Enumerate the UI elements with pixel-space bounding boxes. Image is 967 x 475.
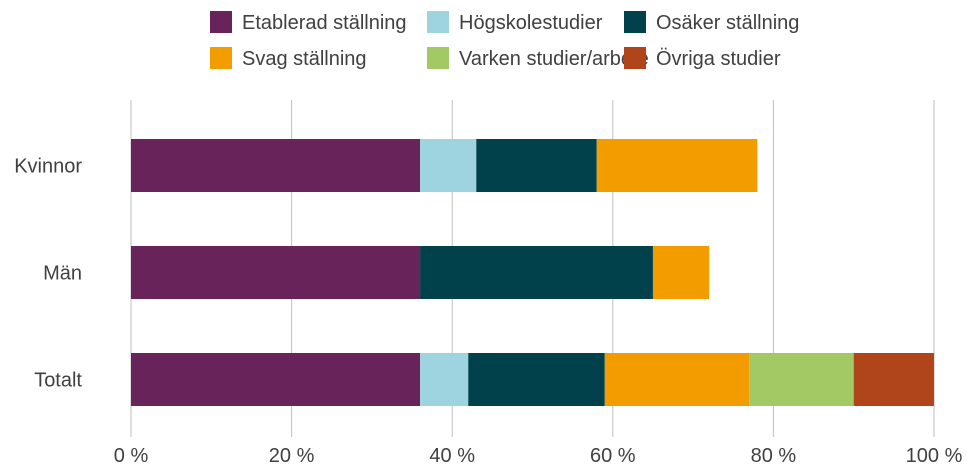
legend-label-osaker-stallning: Osäker ställning	[656, 12, 799, 34]
bar-totalt-hogskolestudier	[420, 353, 469, 406]
bar-man-svag-stallning	[652, 246, 710, 299]
y-category-label-man: Män	[43, 263, 82, 285]
bar-totalt-osaker-stallning	[468, 353, 605, 406]
bar-kvinnor-svag-stallning	[596, 139, 758, 192]
bar-totalt-etablerad-stallning	[131, 353, 421, 406]
x-tick-label: 80 %	[751, 445, 797, 467]
legend-label-etablerad-stallning: Etablerad ställning	[242, 12, 407, 34]
legend-label-svag-stallning: Svag ställning	[242, 48, 367, 70]
y-category-label-kvinnor: Kvinnor	[14, 156, 82, 178]
bar-totalt-ovriga-studier	[853, 353, 934, 406]
legend-swatch-etablerad-stallning	[210, 11, 232, 33]
y-category-label-totalt: Totalt	[34, 370, 82, 392]
legend-label-ovriga-studier: Övriga studier	[656, 48, 781, 70]
legend-swatch-hogskolestudier	[427, 11, 449, 33]
bar-kvinnor-etablerad-stallning	[131, 139, 421, 192]
bars	[131, 139, 934, 406]
bar-totalt-varken-studier-arbete	[749, 353, 854, 406]
legend-swatch-svag-stallning	[210, 47, 232, 69]
x-tick-label: 0 %	[114, 445, 149, 467]
x-tick-label: 60 %	[590, 445, 636, 467]
legend-label-varken-studier-arbete: Varken studier/arbete	[459, 48, 649, 70]
legend: Etablerad ställning Högskolestudier Osäker…	[210, 11, 799, 70]
legend-swatch-ovriga-studier	[624, 47, 646, 69]
legend-swatch-varken-studier-arbete	[427, 47, 449, 69]
bar-man-etablerad-stallning	[131, 246, 421, 299]
axes: 0 % 20 % 40 % 60 % 80 % 100 % Kvinnor Män Totalt	[14, 156, 962, 468]
bar-kvinnor-hogskolestudier	[420, 139, 477, 192]
x-tick-label: 40 %	[429, 445, 475, 467]
legend-label-hogskolestudier: Högskolestudier	[459, 12, 603, 34]
legend-swatch-osaker-stallning	[624, 11, 646, 33]
x-tick-label: 100 %	[906, 445, 963, 467]
bar-totalt-svag-stallning	[604, 353, 750, 406]
bar-man-osaker-stallning	[420, 246, 653, 299]
bar-kvinnor-osaker-stallning	[476, 139, 597, 192]
x-tick-label: 20 %	[269, 445, 315, 467]
